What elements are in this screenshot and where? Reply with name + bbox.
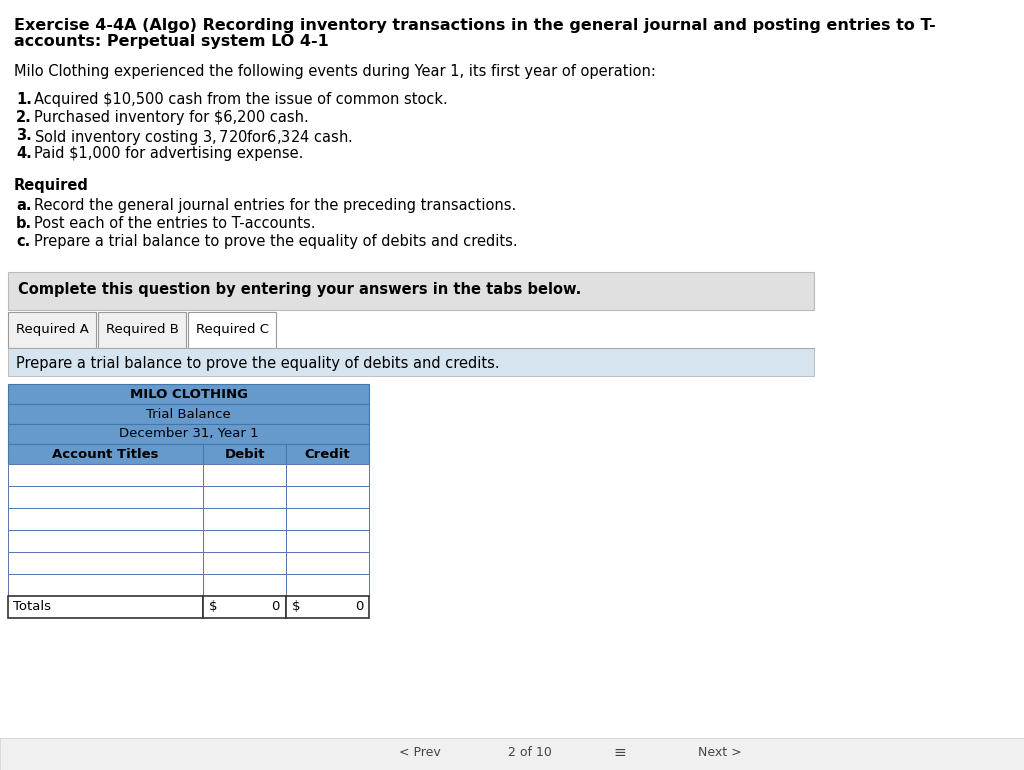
Bar [8, 596, 203, 618]
Bar [286, 464, 369, 486]
Text: b.: b. [16, 216, 32, 231]
Bar [188, 312, 276, 348]
Text: Required A: Required A [15, 323, 88, 336]
Bar [203, 596, 286, 618]
Bar [8, 444, 203, 464]
Bar [8, 272, 814, 310]
Text: Credit: Credit [305, 447, 350, 460]
Text: ≡: ≡ [613, 745, 627, 761]
Text: Required C: Required C [196, 323, 268, 336]
Text: a.: a. [16, 198, 32, 213]
Text: Milo Clothing experienced the following events during Year 1, its first year of : Milo Clothing experienced the following … [14, 64, 656, 79]
Text: 0: 0 [271, 601, 280, 614]
Text: Record the general journal entries for the preceding transactions.: Record the general journal entries for t… [34, 198, 516, 213]
Bar [8, 530, 203, 552]
Text: Prepare a trial balance to prove the equality of debits and credits.: Prepare a trial balance to prove the equ… [34, 234, 517, 249]
Text: December 31, Year 1: December 31, Year 1 [119, 427, 258, 440]
Text: 0: 0 [354, 601, 362, 614]
Bar [286, 530, 369, 552]
Bar [286, 486, 369, 508]
Bar [8, 464, 203, 486]
Text: $: $ [209, 601, 217, 614]
Text: 1.: 1. [16, 92, 32, 107]
Text: Complete this question by entering your answers in the tabs below.: Complete this question by entering your … [18, 282, 582, 297]
Text: Required: Required [14, 178, 89, 193]
Text: Trial Balance: Trial Balance [146, 407, 230, 420]
Text: Account Titles: Account Titles [52, 447, 159, 460]
Text: < Prev: < Prev [399, 746, 441, 759]
Text: Totals: Totals [13, 601, 51, 614]
Bar [8, 348, 814, 376]
Bar [0, 738, 1024, 770]
Bar [8, 424, 369, 444]
Text: Post each of the entries to T-accounts.: Post each of the entries to T-accounts. [34, 216, 315, 231]
Bar [8, 508, 203, 530]
Text: Paid $1,000 for advertising expense.: Paid $1,000 for advertising expense. [34, 146, 303, 161]
Text: Debit: Debit [224, 447, 265, 460]
Bar [203, 444, 286, 464]
Bar [203, 530, 286, 552]
Text: $: $ [292, 601, 300, 614]
Bar [98, 312, 186, 348]
Text: Sold inventory costing $3,720 for $6,324 cash.: Sold inventory costing $3,720 for $6,324… [34, 128, 352, 147]
Text: 3.: 3. [16, 128, 32, 143]
Bar [286, 508, 369, 530]
Text: Prepare a trial balance to prove the equality of debits and credits.: Prepare a trial balance to prove the equ… [16, 356, 500, 371]
Text: 4.: 4. [16, 146, 32, 161]
Bar [8, 486, 203, 508]
Bar [8, 574, 203, 596]
Bar [203, 508, 286, 530]
Bar [286, 596, 369, 618]
Bar [8, 312, 96, 348]
Bar [8, 552, 203, 574]
Bar [286, 574, 369, 596]
Text: Required B: Required B [105, 323, 178, 336]
Bar [286, 552, 369, 574]
Text: Purchased inventory for $6,200 cash.: Purchased inventory for $6,200 cash. [34, 110, 309, 125]
Bar [203, 552, 286, 574]
Text: Exercise 4-4A (Algo) Recording inventory transactions in the general journal and: Exercise 4-4A (Algo) Recording inventory… [14, 18, 936, 33]
Bar [8, 404, 369, 424]
Text: accounts: Perpetual system LO 4-1: accounts: Perpetual system LO 4-1 [14, 34, 329, 49]
Bar [203, 464, 286, 486]
Text: c.: c. [16, 234, 31, 249]
Bar [286, 444, 369, 464]
Text: 2.: 2. [16, 110, 32, 125]
Text: 2 of 10: 2 of 10 [508, 746, 552, 759]
Text: MILO CLOTHING: MILO CLOTHING [129, 387, 248, 400]
Text: Next >: Next > [698, 746, 741, 759]
Bar [203, 486, 286, 508]
Bar [203, 574, 286, 596]
Text: Acquired $10,500 cash from the issue of common stock.: Acquired $10,500 cash from the issue of … [34, 92, 447, 107]
Bar [8, 384, 369, 404]
